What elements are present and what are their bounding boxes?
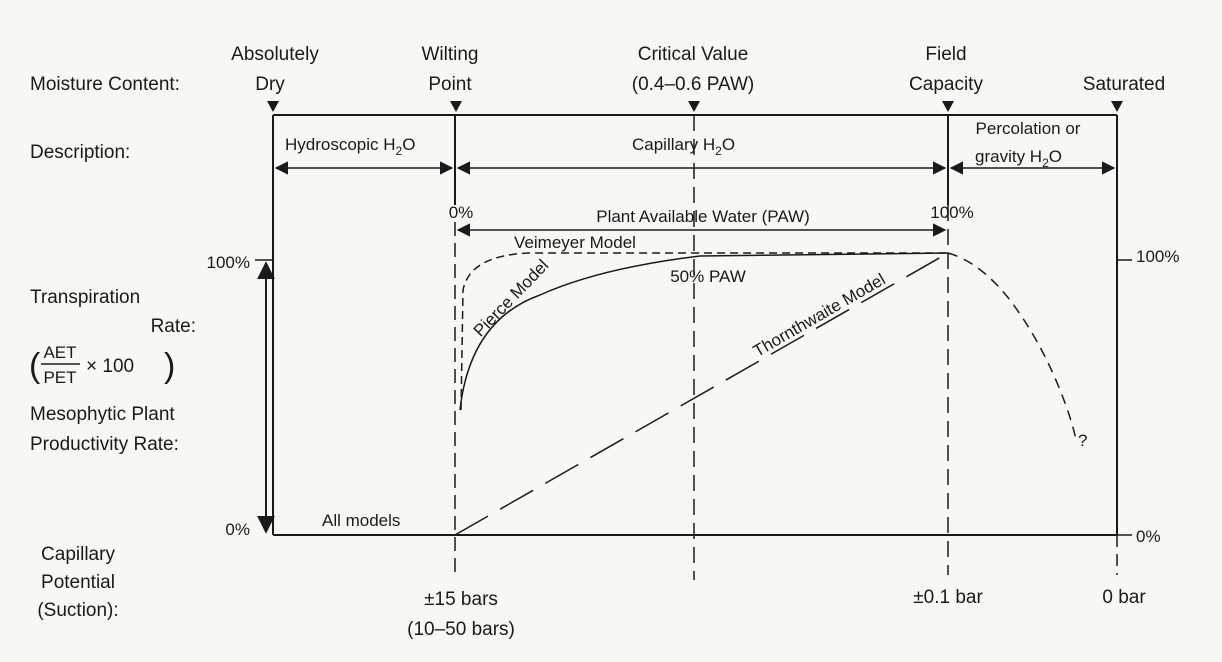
marker-dry-triangle	[267, 101, 279, 112]
left-100-percent-label: 100%	[207, 253, 250, 272]
field-capacity-label-line1: Field	[925, 44, 966, 65]
capillary-label-line3: (Suction):	[37, 600, 118, 621]
marker-saturated-triangle	[1111, 101, 1123, 112]
wilting-point-label-line1: Wilting	[421, 44, 478, 65]
pierce-model-label: Pierce Model	[470, 256, 553, 341]
ratio-close-paren: )	[164, 347, 175, 385]
unknown-question-mark: ?	[1078, 431, 1087, 450]
mesophytic-label-line2: Productivity Rate:	[30, 434, 179, 455]
suction-wilting-label-line2: (10–50 bars)	[407, 619, 515, 640]
all-models-label: All models	[322, 511, 400, 530]
percolation-label-line2: gravity H2O	[975, 147, 1062, 170]
critical-value-label-line2: (0.4–0.6 PAW)	[632, 74, 755, 95]
absolutely-dry-label-line2: Dry	[255, 74, 285, 95]
thornthwaite-model-line	[454, 252, 949, 536]
right-100-percent-label: 100%	[1136, 247, 1179, 266]
marker-wilting-triangle	[450, 101, 462, 112]
ratio-numerator: AET	[43, 343, 76, 362]
marker-field-triangle	[942, 101, 954, 112]
capillary-label-line1: Capillary	[41, 544, 115, 565]
transpiration-label-line1: Transpiration	[30, 287, 140, 308]
ratio-denominator: PET	[43, 368, 76, 387]
transpiration-label-line2: Rate:	[151, 316, 196, 337]
pierce-model-curve	[459, 252, 949, 411]
paw-end-label: 100%	[930, 203, 973, 222]
hydroscopic-label: Hydroscopic H2O	[285, 135, 415, 158]
description-label: Description:	[30, 142, 130, 163]
veimeyer-model-curve	[460, 252, 948, 411]
paw-half-label: 50% PAW	[670, 267, 746, 286]
saturated-label: Saturated	[1083, 74, 1165, 95]
ratio-multiplier: × 100	[86, 356, 134, 377]
moisture-content-label: Moisture Content:	[30, 74, 180, 95]
capillary-label-line2: Potential	[41, 572, 115, 593]
paw-start-label: 0%	[449, 203, 474, 222]
critical-value-label-line1: Critical Value	[638, 44, 749, 65]
right-0-percent-label: 0%	[1136, 527, 1161, 546]
ratio-open-paren: (	[29, 347, 41, 385]
capillary-h2o-label: Capillary H2O	[632, 135, 735, 158]
absolutely-dry-label-line1: Absolutely	[231, 44, 319, 65]
marker-critical-triangle	[688, 101, 700, 112]
suction-saturated-label: 0 bar	[1102, 587, 1146, 608]
suction-field-label: ±0.1 bar	[913, 587, 983, 608]
mesophytic-label-line1: Mesophytic Plant	[30, 404, 175, 425]
suction-wilting-label-line1: ±15 bars	[424, 589, 498, 610]
thornthwaite-model-label: Thornthwaite Model	[750, 270, 889, 361]
wilting-point-label-line2: Point	[428, 74, 472, 95]
aet-pet-ratio: ( AET PET × 100 )	[29, 343, 175, 387]
post-field-capacity-curve	[947, 252, 1077, 441]
field-capacity-label-line2: Capacity	[909, 74, 983, 95]
left-0-percent-label: 0%	[225, 520, 250, 539]
veimeyer-model-label: Veimeyer Model	[514, 233, 636, 252]
paw-label: Plant Available Water (PAW)	[596, 207, 810, 226]
percolation-label-line1: Percolation or	[976, 119, 1081, 138]
